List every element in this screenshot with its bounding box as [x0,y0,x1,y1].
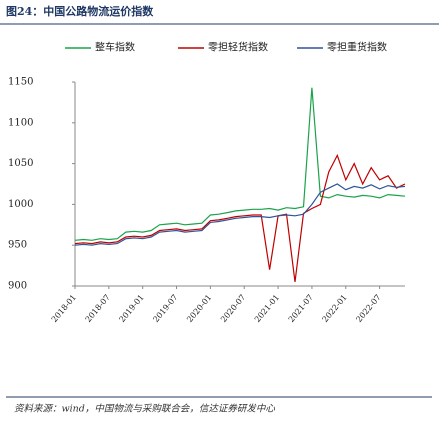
y-tick-label: 1150 [8,77,33,88]
y-tick-label: 1000 [8,199,33,210]
series-line [74,153,406,282]
x-tick-label: 2021-07 [287,293,315,324]
x-tick-label: 2022-07 [354,293,382,324]
chart-title: 图24：中国公路物流运价指数 [6,4,154,18]
series-line [74,183,406,246]
x-tick-label: 2021-01 [253,293,281,324]
x-tick-label: 2022-01 [321,293,349,324]
x-tick-label: 2020-01 [185,293,213,324]
series-line [74,87,406,241]
y-tick-label: 950 [8,240,27,251]
x-tick-label: 2018-01 [50,293,78,324]
legend-label: 零担重货指数 [327,41,387,54]
y-tick-label: 1100 [8,117,33,128]
y-tick-label: 900 [8,281,27,292]
legend-label: 零担轻货指数 [208,41,268,54]
x-tick-label: 2020-07 [219,293,247,324]
source: 资料来源：wind，中国物流与采购联合会，信达证券研发中心 [14,403,275,415]
x-tick-label: 2018-07 [84,293,112,324]
x-tick-label: 2019-07 [151,293,179,324]
legend-label: 整车指数 [95,41,135,54]
y-tick-label: 1050 [8,158,33,169]
x-tick-label: 2019-01 [117,293,145,324]
